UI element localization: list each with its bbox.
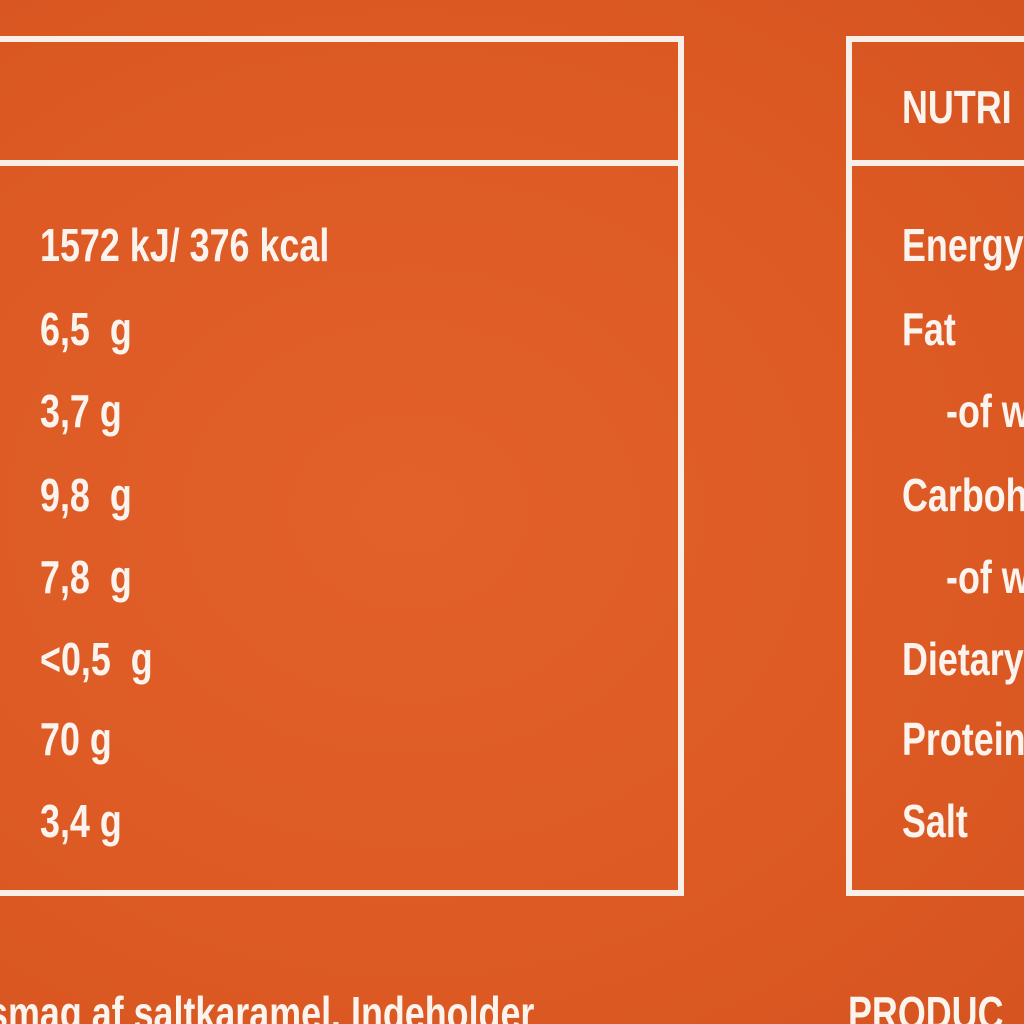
labels-box: [846, 36, 1024, 896]
nutrient-value: 3,7 g: [40, 385, 122, 437]
box-divider: [846, 160, 1024, 166]
values-box: [0, 36, 684, 896]
nutrient-value: 6,5 g: [40, 303, 132, 355]
nutrient-label: Energy: [902, 219, 1024, 271]
nutrient-label: -of w: [946, 385, 1024, 437]
ingredients-text: smag af saltkaramel. Indeholder: [0, 987, 535, 1024]
nutrient-label: Fat: [902, 303, 956, 355]
nutrient-label: -of w: [946, 551, 1024, 603]
nutrient-value: 70 g: [40, 713, 112, 765]
table-header: NUTRI: [902, 81, 1012, 133]
nutrient-value: 3,4 g: [40, 795, 122, 847]
box-divider: [0, 160, 680, 166]
nutrient-label: Protein: [902, 713, 1024, 765]
nutrient-value: 9,8 g: [40, 469, 132, 521]
nutrient-value: 7,8 g: [40, 551, 132, 603]
nutrient-label: Salt: [902, 795, 968, 847]
nutrient-label: Dietary: [902, 633, 1024, 685]
nutrient-label: Carboh: [902, 469, 1024, 521]
section-heading: PRODUC: [848, 987, 1004, 1024]
nutrient-value: 1572 kJ/ 376 kcal: [40, 219, 330, 271]
nutrient-value: <0,5 g: [40, 633, 153, 685]
